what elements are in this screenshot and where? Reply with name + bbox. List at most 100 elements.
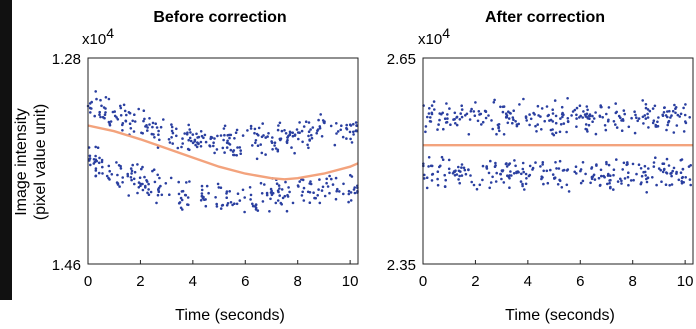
- scatter-point: [574, 165, 578, 168]
- scatter-point: [495, 171, 499, 175]
- scatter-point: [116, 118, 120, 121]
- scatter-point: [455, 123, 459, 127]
- scatter-point: [108, 123, 112, 127]
- scatter-point: [318, 125, 322, 128]
- scatter-point: [604, 128, 608, 132]
- scatter-point: [261, 200, 265, 203]
- scatter-point: [285, 209, 289, 213]
- scatter-point: [347, 192, 351, 196]
- scatter-point: [227, 142, 230, 145]
- scatter-point: [585, 105, 589, 108]
- scatter-point: [571, 110, 575, 113]
- scatter-point: [142, 119, 145, 123]
- scatter-point: [467, 133, 471, 136]
- scatter-point: [243, 196, 246, 199]
- scatter-point: [447, 167, 451, 171]
- scatter-point: [586, 116, 590, 120]
- scatter-point: [612, 168, 616, 171]
- scatter-point: [326, 185, 330, 188]
- scatter-point: [88, 102, 92, 105]
- scatter-point: [348, 130, 352, 134]
- scatter-point: [521, 161, 525, 165]
- scatter-point: [300, 129, 304, 133]
- scatter-point: [96, 146, 100, 149]
- scatter-point: [467, 168, 470, 172]
- scatter-point: [545, 169, 549, 173]
- scatter-point: [130, 169, 134, 173]
- scatter-point: [612, 173, 615, 177]
- scatter-point: [484, 110, 488, 113]
- scatter-point: [295, 128, 299, 131]
- scatter-point: [298, 121, 301, 124]
- scatter-point: [271, 136, 274, 139]
- scatter-point: [261, 122, 265, 125]
- scatter-point: [141, 188, 145, 192]
- scatter-point: [601, 116, 604, 119]
- scatter-point: [317, 118, 320, 122]
- scatter-point: [561, 115, 564, 119]
- scatter-point: [149, 190, 153, 194]
- scatter-point: [460, 115, 464, 119]
- scatter-point: [666, 110, 669, 113]
- scatter-point: [573, 170, 576, 174]
- scatter-point: [241, 188, 245, 192]
- scatter-point: [168, 193, 171, 196]
- scatter-point: [603, 124, 607, 127]
- scatter-point: [293, 151, 296, 155]
- x-tick-label: 0: [419, 273, 427, 290]
- scatter-point: [445, 102, 448, 105]
- scatter-point: [424, 125, 428, 128]
- scatter-point: [306, 143, 309, 147]
- scatter-point: [117, 164, 121, 167]
- scatter-point: [283, 129, 286, 132]
- scatter-point: [308, 191, 312, 194]
- scatter-point: [673, 103, 676, 107]
- scatter-point: [623, 177, 627, 180]
- scatter-point: [100, 104, 103, 108]
- scatter-point: [647, 167, 650, 170]
- scatter-point: [183, 132, 186, 135]
- scatter-point: [540, 107, 544, 110]
- scatter-point: [554, 131, 558, 135]
- scatter-point: [674, 106, 678, 109]
- scatter-point: [268, 210, 271, 213]
- scatter-point: [92, 162, 96, 165]
- scatter-point: [94, 90, 97, 93]
- scatter-point: [462, 166, 466, 170]
- scatter-point: [607, 163, 611, 167]
- scatter-point: [151, 169, 154, 173]
- scatter-point: [181, 137, 184, 140]
- scatter-point: [636, 119, 639, 123]
- scatter-point: [103, 113, 107, 116]
- scatter-point: [441, 158, 445, 161]
- scatter-point: [234, 131, 238, 134]
- scatter-point: [162, 118, 165, 121]
- scatter-point: [522, 170, 525, 174]
- scatter-point: [191, 141, 195, 145]
- scatter-point: [199, 140, 203, 144]
- scatter-point: [158, 176, 161, 180]
- scatter-point: [155, 126, 159, 129]
- scatter-point: [582, 110, 585, 113]
- scatter-point: [284, 132, 288, 135]
- scatter-point: [260, 135, 264, 139]
- scatter-point: [95, 159, 98, 163]
- scatter-point: [171, 142, 174, 145]
- scatter-point: [584, 123, 588, 126]
- scatter-point: [493, 98, 496, 102]
- scatter-point: [579, 169, 582, 173]
- scatter-point: [591, 175, 595, 178]
- scatter-point: [169, 176, 173, 180]
- scatter-point: [320, 189, 324, 192]
- scatter-point: [156, 173, 159, 177]
- scatter-point: [560, 186, 564, 189]
- scatter-point: [124, 119, 128, 123]
- scatter-point: [325, 177, 329, 181]
- scatter-point: [605, 160, 608, 164]
- scatter-point: [669, 116, 672, 119]
- scatter-point: [605, 112, 608, 116]
- scatter-point: [623, 112, 626, 116]
- scatter-point: [507, 110, 510, 113]
- scatter-point: [575, 117, 578, 120]
- scatter-point: [355, 124, 359, 127]
